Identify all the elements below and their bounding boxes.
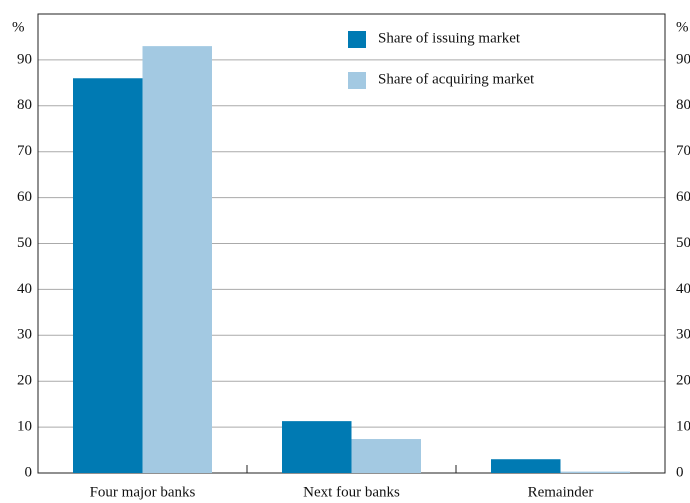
legend-swatch xyxy=(348,72,366,89)
legend-label: Share of issuing market xyxy=(378,30,521,46)
y2-tick-label: 10 xyxy=(676,419,690,435)
y2-tick-label: 30 xyxy=(676,327,690,343)
bar xyxy=(282,421,352,473)
y-tick-label: 20 xyxy=(17,373,32,389)
y2-axis-label: % xyxy=(676,19,689,35)
y-tick-label: 90 xyxy=(17,51,32,67)
x-tick-label: Remainder xyxy=(528,484,594,500)
y-axis-label: % xyxy=(12,19,25,35)
bar xyxy=(73,78,143,473)
y2-tick-label: 90 xyxy=(676,51,690,67)
x-tick-label: Four major banks xyxy=(90,484,196,500)
bar xyxy=(142,46,212,473)
y2-tick-label: 40 xyxy=(676,281,690,297)
y2-tick-label: 50 xyxy=(676,235,690,251)
y-tick-label: 30 xyxy=(17,327,32,343)
y-tick-label: 80 xyxy=(17,97,32,113)
y-tick-label: 0 xyxy=(25,464,33,480)
y-tick-label: 10 xyxy=(17,419,32,435)
y-tick-label: 70 xyxy=(17,143,32,159)
bar xyxy=(491,459,561,473)
x-tick-label: Next four banks xyxy=(303,484,400,500)
y-tick-label: 40 xyxy=(17,281,32,297)
y2-tick-label: 20 xyxy=(676,373,690,389)
y2-tick-label: 0 xyxy=(676,464,684,480)
y2-tick-label: 70 xyxy=(676,143,690,159)
y-tick-label: 50 xyxy=(17,235,32,251)
legend-label: Share of acquiring market xyxy=(378,71,535,87)
legend-swatch xyxy=(348,31,366,48)
y2-tick-label: 60 xyxy=(676,189,690,205)
y-tick-label: 60 xyxy=(17,189,32,205)
y2-tick-label: 80 xyxy=(676,97,690,113)
bar xyxy=(560,471,630,473)
bar xyxy=(351,439,421,473)
